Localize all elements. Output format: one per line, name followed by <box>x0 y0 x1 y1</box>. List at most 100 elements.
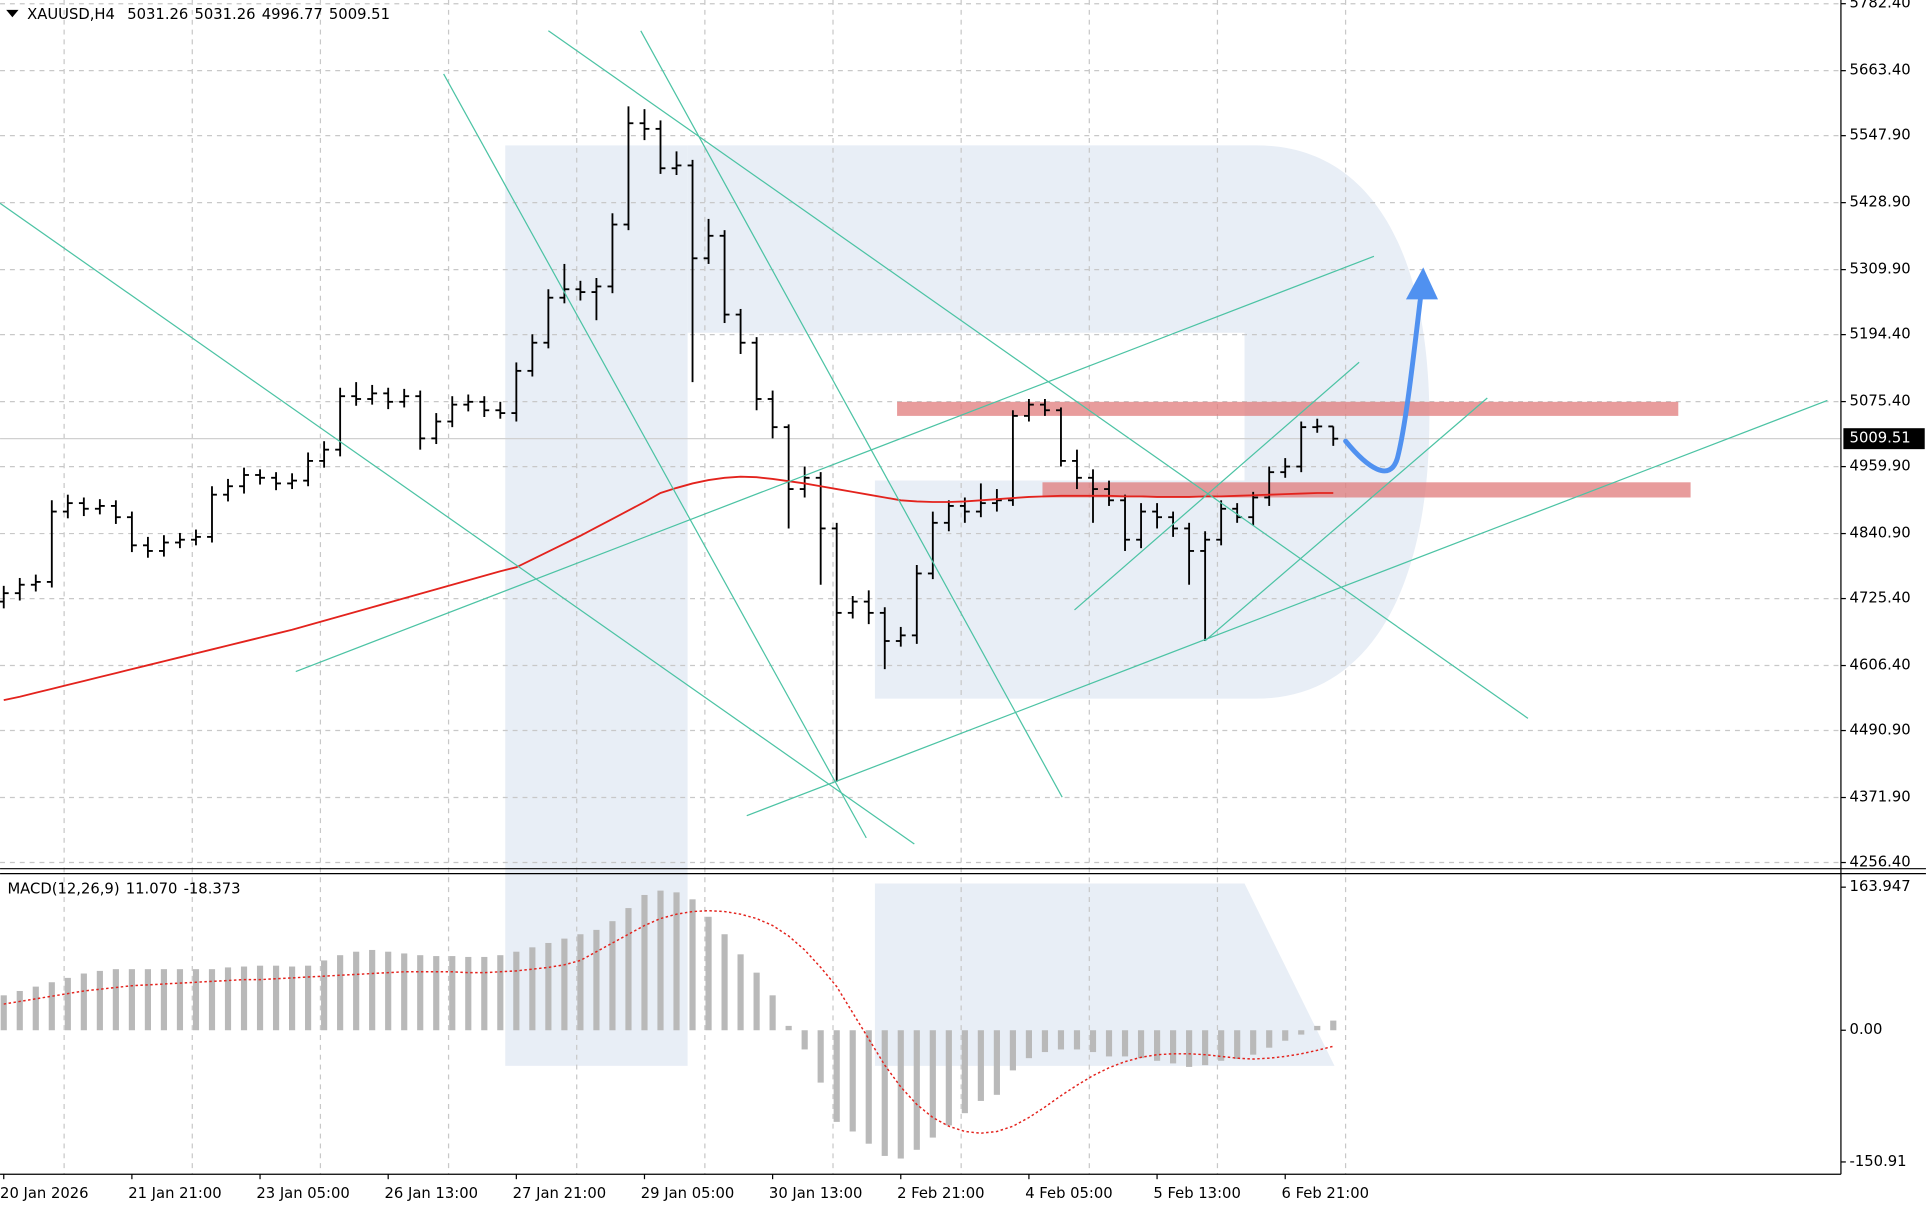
macd-bar <box>240 966 248 1031</box>
macd-bar <box>929 1030 936 1138</box>
macd-bar <box>112 969 119 1031</box>
y-tick-label: 5663.40 <box>1850 62 1911 79</box>
macd-bar <box>1330 1020 1337 1031</box>
forecast-arrowhead <box>1405 267 1439 300</box>
macd-bar <box>897 1030 904 1159</box>
trend-line <box>640 30 1063 798</box>
macd-bar <box>353 951 360 1031</box>
macd-bar <box>833 1030 840 1122</box>
trend-line <box>548 30 1529 719</box>
macd-bar <box>625 908 632 1031</box>
macd-bar <box>1218 1030 1225 1061</box>
y-tick-label: 5194.40 <box>1850 326 1911 343</box>
macd-bar <box>817 1030 824 1083</box>
y-tick-label: 4371.90 <box>1850 789 1911 806</box>
header-low: 4996.77 <box>262 6 323 23</box>
macd-bar <box>96 970 103 1031</box>
macd-bar <box>465 956 472 1031</box>
x-tick-label: 4 Feb 05:00 <box>1025 1185 1112 1202</box>
macd-bar <box>513 951 520 1031</box>
macd-bar <box>849 1030 856 1132</box>
macd-bar <box>272 965 280 1031</box>
last-price-label: 5009.51 <box>1850 430 1911 447</box>
macd-bar <box>769 995 776 1031</box>
y-tick-label: 0.00 <box>1850 1021 1883 1038</box>
macd-bar <box>32 986 39 1031</box>
macd-bar <box>1009 1030 1016 1071</box>
y-tick-label: 5428.90 <box>1850 194 1911 211</box>
y-tick-label: 4959.90 <box>1850 458 1911 475</box>
macd-bar <box>721 934 728 1031</box>
x-tick-label: 29 Jan 05:00 <box>641 1185 735 1202</box>
macd-bar <box>1153 1030 1161 1061</box>
x-tick-label: 27 Jan 21:00 <box>513 1185 606 1202</box>
axes <box>0 0 1926 1180</box>
macd-bar <box>1250 1030 1257 1055</box>
x-tick-label: 23 Jan 05:00 <box>256 1185 350 1202</box>
symbol-menu-arrow[interactable] <box>6 9 19 18</box>
y-tick-label: 5547.90 <box>1850 127 1911 144</box>
macd-bar <box>945 1030 952 1126</box>
macd-bar <box>1105 1030 1113 1057</box>
macd-bar <box>385 951 392 1031</box>
y-tick-label: -150.91 <box>1850 1153 1907 1170</box>
macd-bar <box>128 969 135 1031</box>
macd-bar <box>673 892 680 1031</box>
macd-bar <box>1314 1025 1321 1031</box>
macd-bar <box>1089 1030 1097 1053</box>
macd-bar <box>1266 1030 1273 1048</box>
y-tick-label: 4256.40 <box>1850 854 1911 871</box>
macd-bar <box>753 972 760 1031</box>
macd-bar <box>305 965 312 1031</box>
macd-bar <box>256 965 264 1031</box>
macd-title: MACD(12,26,9) <box>7 881 119 898</box>
macd-bar <box>80 973 87 1031</box>
moving-average <box>3 475 1334 702</box>
trend-line <box>295 255 1375 673</box>
macd-bar <box>433 956 440 1031</box>
macd-bar <box>64 977 71 1031</box>
macd-bar <box>449 956 456 1031</box>
macd-bar <box>1170 1030 1177 1064</box>
macd-bar <box>1202 1030 1209 1066</box>
macd-bar <box>593 929 600 1031</box>
y-tick-label: 4490.90 <box>1850 722 1911 739</box>
forecast-arrow <box>1343 293 1424 474</box>
chart-title: XAUUSD,H4 <box>27 6 115 23</box>
x-tick-label: 6 Feb 21:00 <box>1282 1185 1369 1202</box>
macd-bar <box>1186 1030 1193 1067</box>
macd-bar <box>417 955 424 1031</box>
macd-bar <box>369 949 376 1031</box>
macd-bar <box>1298 1030 1305 1035</box>
macd-bar <box>529 947 536 1031</box>
macd-signal <box>3 909 1334 1134</box>
y-tick-label: 4606.40 <box>1850 657 1911 674</box>
macd-signal-value: -18.373 <box>184 881 241 898</box>
macd-bar <box>977 1030 984 1101</box>
macd-bar <box>224 967 232 1031</box>
macd-bar <box>545 942 552 1031</box>
macd-bar <box>785 1025 792 1031</box>
macd-main-value: 11.070 <box>126 881 178 898</box>
trend-line <box>1074 361 1360 611</box>
macd-bar <box>337 955 344 1031</box>
header-high: 5031.26 <box>194 6 255 23</box>
x-tick-label: 2 Feb 21:00 <box>897 1185 984 1202</box>
macd-bar <box>881 1030 888 1156</box>
macd-bar <box>160 969 168 1031</box>
macd-bar <box>208 969 216 1031</box>
macd-bar <box>577 934 584 1031</box>
x-tick-label: 26 Jan 13:00 <box>384 1185 478 1202</box>
macd-bar <box>1234 1030 1241 1060</box>
chart-header: XAUUSD,H4 5031.26 5031.26 4996.77 5009.51 <box>27 6 390 23</box>
macd-bar <box>1073 1030 1081 1050</box>
price-zone <box>897 401 1679 416</box>
macd-bar <box>1025 1030 1033 1059</box>
y-tick-label: 163.947 <box>1850 878 1911 895</box>
macd-bar <box>0 995 7 1031</box>
macd-bar <box>561 938 568 1031</box>
macd-bar <box>641 894 648 1031</box>
macd-bar <box>176 969 184 1031</box>
macd-bar <box>801 1030 808 1050</box>
